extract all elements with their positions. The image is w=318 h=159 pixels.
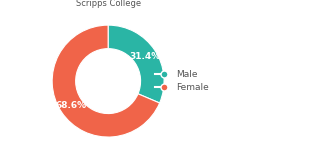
Title: Male/Female Breakdown of Faculty at
Scripps College: Male/Female Breakdown of Faculty at Scri… xyxy=(29,0,187,8)
Text: 68.6%: 68.6% xyxy=(56,101,87,110)
Text: 31.4%: 31.4% xyxy=(129,52,161,61)
Legend: Male, Female: Male, Female xyxy=(152,67,212,96)
Wedge shape xyxy=(52,25,160,137)
Wedge shape xyxy=(108,25,164,103)
